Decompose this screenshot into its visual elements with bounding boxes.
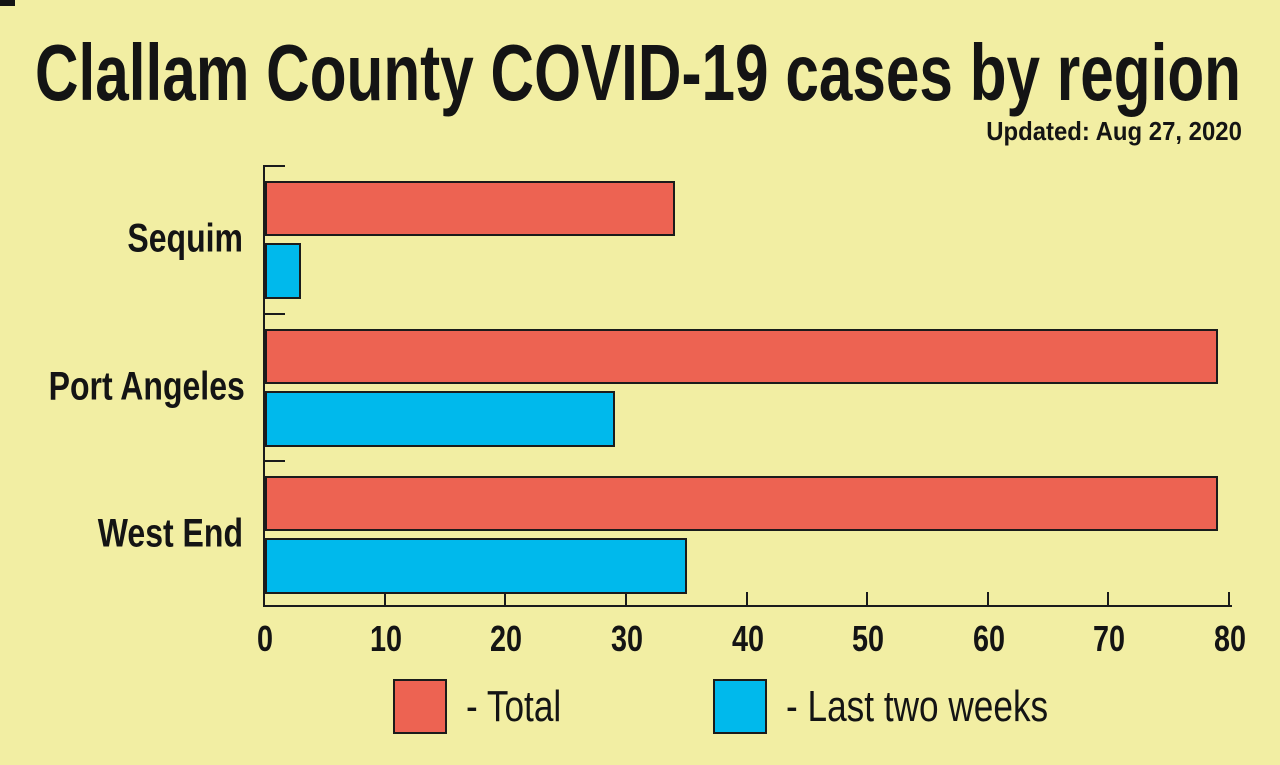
category-label-west-end: West End bbox=[97, 511, 243, 556]
chart-title: Clallam County COVID-19 cases by region bbox=[35, 28, 1241, 117]
y-axis-group-tick-sequim bbox=[263, 165, 285, 167]
category-label-port-angeles: Port Angeles bbox=[48, 364, 245, 408]
x-axis-tick-70 bbox=[1107, 592, 1109, 605]
bar-total-sequim bbox=[265, 181, 675, 236]
x-axis-tick-30 bbox=[625, 592, 627, 605]
x-axis-tick-label-70: 70 bbox=[1092, 618, 1126, 659]
x-axis-tick-label-0: 0 bbox=[256, 618, 274, 659]
x-axis-tick-label-20: 20 bbox=[489, 618, 523, 659]
x-axis-tick-label-10: 10 bbox=[369, 618, 403, 659]
y-axis-group-tick-west-end bbox=[263, 460, 285, 462]
x-axis-tick-label-30: 30 bbox=[610, 618, 644, 659]
bar-total-west-end bbox=[265, 476, 1218, 531]
x-axis-tick-label-50: 50 bbox=[851, 618, 885, 659]
x-axis-tick-label-40: 40 bbox=[731, 618, 765, 659]
bar-total-port-angeles bbox=[265, 328, 1218, 384]
x-axis-tick-label-60: 60 bbox=[972, 618, 1006, 659]
y-axis-group-tick-port-angeles bbox=[263, 312, 285, 315]
y-axis-line bbox=[263, 165, 265, 607]
chart-title-text: Clallam County COVID-19 cases by region bbox=[35, 28, 1241, 117]
x-axis-tick-20 bbox=[504, 592, 506, 605]
x-axis-tick-10 bbox=[384, 592, 386, 605]
x-axis-tick-label-80: 80 bbox=[1213, 618, 1247, 659]
x-axis-line bbox=[263, 605, 1232, 607]
x-axis-tick-60 bbox=[987, 592, 989, 605]
updated-label: Updated: Aug 27, 2020 bbox=[986, 116, 1242, 146]
bar-last-two-weeks-west-end bbox=[265, 538, 687, 594]
bar-last-two-weeks-sequim bbox=[265, 243, 301, 299]
x-axis-tick-80 bbox=[1228, 592, 1230, 605]
x-axis-tick-40 bbox=[746, 592, 748, 605]
bar-last-two-weeks-port-angeles bbox=[265, 390, 615, 447]
x-axis-tick-50 bbox=[866, 592, 868, 605]
corner-artifact bbox=[0, 0, 15, 6]
category-label-sequim: Sequim bbox=[127, 216, 243, 261]
